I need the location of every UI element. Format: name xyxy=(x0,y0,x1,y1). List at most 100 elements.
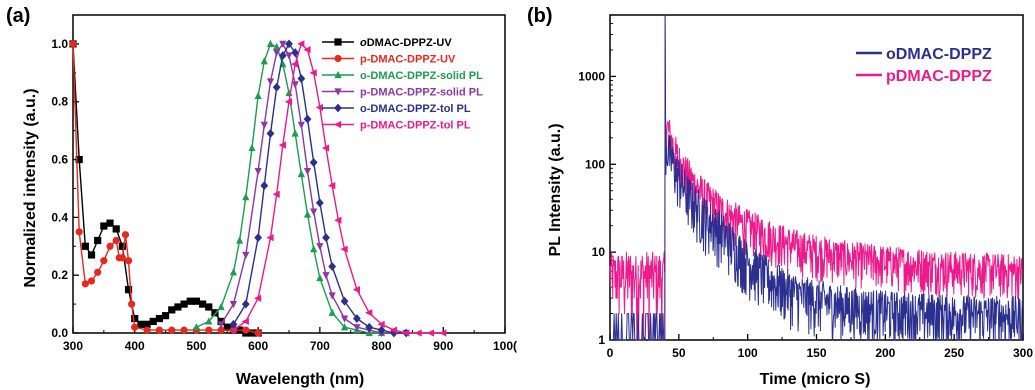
panel-a-data-point xyxy=(75,228,83,236)
panel-a-data-point xyxy=(229,319,238,329)
panel-a-data-point xyxy=(322,233,330,242)
panel-a-series-group xyxy=(69,39,447,338)
panel-a-legend-label: o-DMAC-DPPZ-solid PL xyxy=(360,70,483,82)
panel-a-data-point xyxy=(340,323,349,331)
panel-a-data-point xyxy=(211,309,219,317)
panel-b-series-trace xyxy=(610,14,1024,341)
panel-a-data-point xyxy=(69,40,77,48)
panel-a-series-line xyxy=(72,43,259,334)
panel-b-legend: oDMAC-DPPZ pDMAC-DPPZ xyxy=(856,46,992,85)
panel-a-xtick-label: 900 xyxy=(433,339,453,353)
panel-a-data-point xyxy=(297,40,305,48)
panel-a-data-point xyxy=(87,277,96,285)
panel-a-data-point xyxy=(334,216,342,224)
panel-a-data-point xyxy=(81,280,89,288)
panel-a-legend-label: oDMAC-DPPZ-UV xyxy=(360,37,452,49)
panel-b-ytick-label: 100 xyxy=(585,157,605,171)
panel-a-data-point xyxy=(161,312,170,320)
panel-a-data-point xyxy=(168,326,176,334)
panel-a-data-point xyxy=(272,190,280,198)
panel-a-data-point xyxy=(389,326,398,334)
panel-a-data-point xyxy=(248,143,256,152)
panel-a-data-point xyxy=(124,286,133,294)
panel-a-xtick-label: 700 xyxy=(310,339,330,353)
panel-a-data-point xyxy=(217,302,225,311)
panel-a-data-point xyxy=(273,49,281,57)
panel-b-ylabel: PL Intensity (a.u.) xyxy=(547,123,564,256)
panel-a-data-point xyxy=(236,236,244,244)
panel-a-data-point xyxy=(100,257,108,265)
panel-a-series-3 xyxy=(192,39,386,337)
panel-a-legend-label: p-DMAC-DPPZ-tol PL xyxy=(360,120,471,132)
panel-a-data-point xyxy=(414,329,422,337)
panel-a-data-point xyxy=(242,326,250,334)
panel-a-data-point xyxy=(217,326,225,334)
panel-a-label: (a) xyxy=(6,5,30,27)
panel-a-ytick-label: 0.8 xyxy=(51,95,68,109)
panel-a-ytick-label: 1.0 xyxy=(51,37,68,51)
panel-b-label: (b) xyxy=(527,5,553,27)
panel-a-data-point xyxy=(352,286,360,294)
panel-a-xtick-label: 100( xyxy=(493,339,517,353)
panel-a-data-point xyxy=(316,273,324,282)
panel-a-data-point xyxy=(278,51,287,60)
panel-a-data-point xyxy=(266,129,275,138)
panel-a-data-point xyxy=(310,245,318,253)
panel-a-data-point xyxy=(315,198,324,208)
panel-a-series-1 xyxy=(69,40,262,337)
panel-a-data-point xyxy=(254,168,262,176)
panel-a-data-point xyxy=(266,39,275,48)
panel-a-data-point xyxy=(328,262,337,271)
panel-a-chart: (a) Wavelength (nm) Normalized intensity… xyxy=(6,5,517,388)
panel-a-legend-marker xyxy=(334,70,342,79)
panel-a-data-point xyxy=(128,300,136,308)
panel-b-xtick-label: 200 xyxy=(875,346,895,360)
panel-b-xtick-label: 50 xyxy=(672,346,686,360)
panel-b-xtick-label: 300 xyxy=(1013,346,1033,360)
panel-a-data-point xyxy=(87,251,96,259)
panel-a-data-point xyxy=(81,242,89,250)
panel-a-data-point xyxy=(241,317,249,326)
panel-a-data-point xyxy=(124,257,133,265)
panel-a-data-point xyxy=(353,324,361,332)
panel-a-data-point xyxy=(223,323,231,331)
panel-a-series-6 xyxy=(229,40,447,337)
panel-a-data-point xyxy=(192,297,201,305)
panel-a-data-point xyxy=(340,315,349,323)
panel-b-series-1 xyxy=(610,14,1024,341)
panel-a-data-point xyxy=(254,233,263,242)
panel-a-legend-label: o-DMAC-DPPZ-tol PL xyxy=(360,103,471,115)
panel-a-data-point xyxy=(149,317,157,326)
panel-a-legend-marker xyxy=(334,38,342,46)
panel-a-data-point xyxy=(322,272,330,280)
panel-a-data-point xyxy=(352,314,361,323)
panel-a-data-point xyxy=(340,245,348,253)
panel-a-data-point xyxy=(439,329,447,337)
panel-a-series-2 xyxy=(69,40,262,337)
panel-a-data-point xyxy=(297,74,306,83)
panel-b-xtick-label: 100 xyxy=(738,346,758,360)
panel-a-data-point xyxy=(242,251,250,260)
panel-a-series-5 xyxy=(229,39,411,338)
panel-a-data-point xyxy=(426,329,435,337)
panel-a-data-point xyxy=(180,326,188,334)
panel-a-data-point xyxy=(143,326,151,334)
panel-a-data-point xyxy=(229,326,237,334)
panel-a-data-point xyxy=(229,268,238,276)
panel-a-data-point xyxy=(285,39,293,49)
panel-a-data-point xyxy=(303,210,312,218)
panel-b-xtick-label: 250 xyxy=(944,346,964,360)
panel-a-data-point xyxy=(75,155,83,164)
panel-a-data-point xyxy=(137,320,145,328)
panel-a-data-point xyxy=(192,323,201,331)
panel-a-data-point xyxy=(303,114,312,124)
panel-a-data-point xyxy=(365,322,374,332)
panel-a-legend: oDMAC-DPPZ-UV p-DMAC-DPPZ-UV o-DMAC-DPPZ-s… xyxy=(322,37,483,132)
panel-a-data-point xyxy=(106,242,114,250)
panel-a-data-point xyxy=(118,254,126,262)
panel-a-data-point xyxy=(254,91,262,100)
panel-a-data-point xyxy=(180,300,188,308)
panel-a-data-point xyxy=(205,303,213,311)
panel-a-data-point xyxy=(365,309,373,317)
